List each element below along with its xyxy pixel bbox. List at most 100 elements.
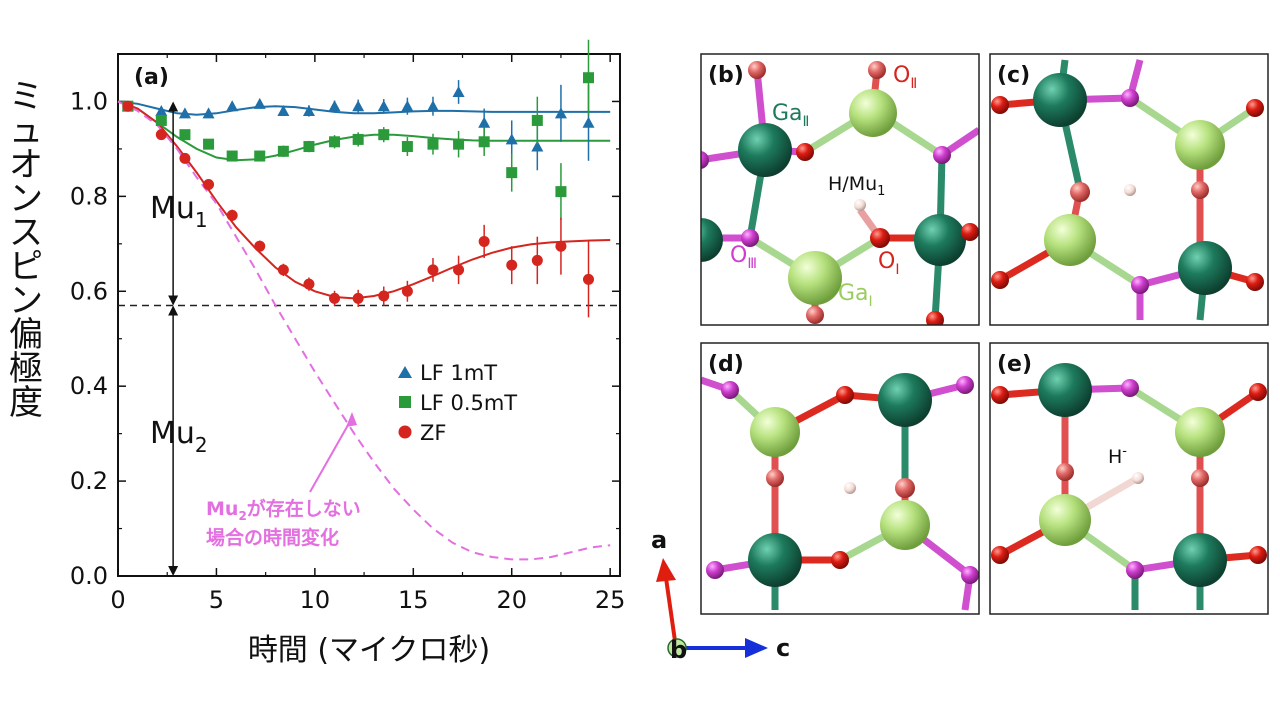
axis-a-arrowhead (656, 558, 676, 582)
y-tick-label: 0.2 (70, 467, 108, 495)
legend: LF 1mT LF 0.5mT ZF (398, 361, 517, 445)
x-tick-label: 25 (595, 586, 626, 614)
y-axis-label-char: ミ (9, 77, 43, 117)
point-zf (155, 129, 167, 141)
annotation-arrowhead (346, 412, 357, 427)
atom-label-h-minus: H- (1108, 444, 1127, 468)
mu2-absent-line2: 場合の時間変化 (206, 526, 339, 549)
point-zf (427, 264, 439, 276)
point-zf (122, 100, 134, 112)
y-axis-label-char: ピ (9, 247, 43, 287)
mu2-absent-line1: Mu2が存在しない (206, 497, 361, 523)
atom-label-o2: OⅡ (893, 63, 917, 92)
point-lf-1mt (328, 100, 341, 112)
point-zf (531, 254, 543, 266)
point-lf-0.5mt (254, 150, 266, 162)
point-zf (478, 235, 490, 247)
point-zf (179, 152, 191, 164)
y-tick-label: 1.0 (70, 87, 108, 115)
point-lf-1mt (155, 104, 168, 116)
point-zf (378, 290, 390, 302)
structure-panel-e: (e) H- (989, 342, 1269, 615)
point-lf-0.5mt (303, 141, 315, 153)
point-zf (254, 240, 266, 252)
data-points (121, 39, 595, 318)
point-lf-1mt (302, 104, 315, 116)
point-lf-0.5mt (531, 114, 543, 126)
y-axis-label-char: ン (9, 179, 43, 219)
structure-panel-d: (d) (700, 342, 980, 615)
fraction-arrows (168, 101, 179, 576)
point-lf-0.5mt (329, 136, 341, 148)
point-lf-1mt (401, 100, 414, 112)
point-lf-0.5mt (277, 145, 289, 157)
point-lf-0.5mt (155, 114, 167, 126)
point-zf (583, 273, 595, 285)
point-lf-1mt (582, 116, 595, 128)
point-zf (401, 285, 413, 297)
fit-curve-lf-0.5mt (117, 100, 611, 162)
bonds-d (701, 376, 974, 611)
y-axis-label-char: オ (9, 145, 43, 185)
y-tick-labels: 0.0 0.2 0.4 0.6 0.8 1.0 (70, 87, 108, 590)
legend-marker-zf (398, 425, 412, 439)
point-lf-1mt (531, 140, 544, 152)
legend-marker-lf1 (398, 366, 412, 378)
point-lf-1mt (202, 107, 215, 119)
mu1-label: Mu1 (150, 191, 208, 232)
axis-c-label: c (776, 634, 790, 662)
point-lf-0.5mt (226, 150, 238, 162)
axis-ticks (117, 53, 620, 577)
y-axis-label-char: 度 (9, 383, 43, 423)
point-lf-0.5mt (203, 138, 215, 150)
y-tick-label: 0.0 (70, 562, 108, 590)
axis-b-marker (667, 638, 687, 658)
point-lf-1mt (426, 100, 439, 112)
point-zf (352, 292, 364, 304)
plot-frame (117, 53, 621, 577)
point-lf-1mt (178, 107, 191, 119)
atom-label-h-mu1: H/Mu1 (828, 173, 885, 199)
axis-a-label: a (651, 526, 667, 554)
point-lf-0.5mt (401, 141, 413, 153)
fit-curve-zf (117, 100, 611, 300)
axis-c-arrowhead (745, 638, 768, 658)
point-lf-0.5mt (179, 129, 191, 141)
point-zf (277, 264, 289, 276)
atom-label-o1: OI (878, 249, 899, 278)
mu1-arrow-head-top (168, 101, 179, 112)
point-zf (303, 278, 315, 290)
point-zf (203, 179, 215, 190)
y-axis-label: ミュオンスピン偏極度 (6, 80, 46, 420)
y-axis-label-char: ュ (9, 111, 43, 151)
point-zf (453, 264, 465, 276)
x-tick-label: 15 (398, 586, 429, 614)
axis-a-line (664, 577, 678, 649)
mu2-arrow-head-bottom (168, 566, 179, 576)
legend-label-zf: ZF (420, 421, 446, 445)
point-lf-1mt (478, 116, 491, 128)
point-zf (226, 209, 238, 221)
point-zf (506, 259, 518, 271)
x-tick-label: 10 (300, 586, 331, 614)
point-zf (329, 292, 341, 304)
panel-label-a: (a) (134, 65, 169, 90)
panel-label-e: (e) (997, 352, 1032, 377)
annotation-arrow-line (309, 417, 353, 493)
y-axis-label-char: ン (9, 281, 43, 321)
legend-marker-lf05 (399, 396, 411, 408)
point-lf-0.5mt (352, 133, 364, 145)
chart-panel-a: (a) 0 5 10 15 20 25 0.0 0.2 0.4 0.6 0.8 1.0 時間 (マイ… (70, 39, 625, 668)
x-tick-label: 0 (110, 586, 125, 614)
legend-label-lf05: LF 0.5mT (420, 391, 517, 415)
panel-label-d: (d) (708, 352, 744, 377)
atom-label-ga2: GaⅡ (772, 101, 809, 130)
fit-curve-lf-1mt (117, 100, 611, 116)
axis-b-label: b (670, 636, 687, 664)
x-axis-label: 時間 (マイクロ秒) (248, 633, 490, 668)
x-tick-labels: 0 5 10 15 20 25 (110, 586, 625, 614)
point-lf-1mt (452, 85, 465, 97)
point-lf-0.5mt (453, 138, 465, 150)
point-lf-1mt (377, 100, 390, 112)
